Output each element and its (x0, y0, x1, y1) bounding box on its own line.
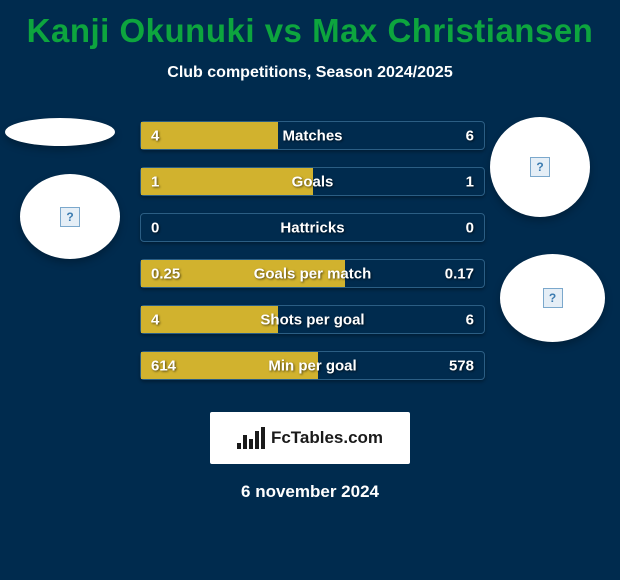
stat-label: Min per goal (141, 357, 484, 374)
snapshot-date: 6 november 2024 (0, 482, 620, 502)
stat-row: 614Min per goal578 (140, 351, 485, 380)
player1-name: Kanji Okunuki (27, 12, 255, 49)
stat-right-value: 0 (466, 219, 474, 236)
stat-row: 4Matches6 (140, 121, 485, 150)
stat-label: Hattricks (141, 219, 484, 236)
stat-right-value: 578 (449, 357, 474, 374)
player2-photo-placeholder: ? (500, 254, 605, 342)
stat-row: 0.25Goals per match0.17 (140, 259, 485, 288)
brand-bars-icon (237, 427, 265, 449)
stat-label: Shots per goal (141, 311, 484, 328)
stat-label: Matches (141, 127, 484, 144)
stat-right-value: 6 (466, 127, 474, 144)
stat-right-value: 0.17 (445, 265, 474, 282)
comparison-stage: ? ? ? 4Matches6 1Goals1 0Hattricks0 0.25Goa… (0, 112, 620, 412)
missing-image-icon: ? (543, 288, 563, 308)
player1-photo-placeholder: ? (20, 174, 120, 259)
stat-bars-container: 4Matches6 1Goals1 0Hattricks0 0.25Goals per… (140, 121, 485, 397)
player2-name: Max Christiansen (312, 12, 593, 49)
stat-row: 1Goals1 (140, 167, 485, 196)
stat-label: Goals (141, 173, 484, 190)
player2-logo-placeholder: ? (490, 117, 590, 217)
player1-logo-placeholder (5, 118, 115, 146)
stat-row: 0Hattricks0 (140, 213, 485, 242)
stat-row: 4Shots per goal6 (140, 305, 485, 334)
brand-text: FcTables.com (271, 428, 383, 448)
page-title: Kanji Okunuki vs Max Christiansen (0, 0, 620, 50)
subtitle: Club competitions, Season 2024/2025 (0, 64, 620, 82)
stat-right-value: 6 (466, 311, 474, 328)
brand-badge: FcTables.com (210, 412, 410, 464)
missing-image-icon: ? (60, 207, 80, 227)
stat-label: Goals per match (141, 265, 484, 282)
missing-image-icon: ? (530, 157, 550, 177)
stat-right-value: 1 (466, 173, 474, 190)
